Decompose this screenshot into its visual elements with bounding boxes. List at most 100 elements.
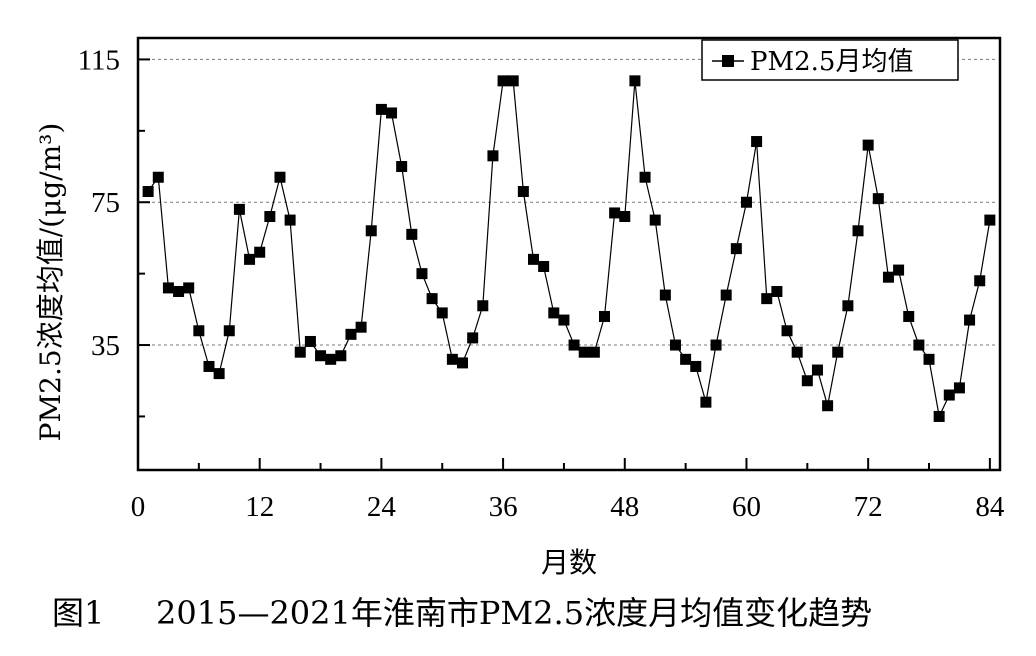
data-point-month-47 <box>609 207 621 219</box>
data-point-month-24 <box>375 103 387 115</box>
data-point-month-80 <box>943 389 955 401</box>
data-point-month-71 <box>852 225 864 237</box>
data-point-month-41 <box>548 307 560 319</box>
figure-number: 图1 <box>52 594 104 632</box>
data-point-month-14 <box>274 171 286 183</box>
data-point-month-27 <box>406 228 418 240</box>
y-tick-label-115: 115 <box>78 44 120 76</box>
y-tick-label-35: 35 <box>91 330 120 362</box>
series-line-pm25 <box>147 80 991 419</box>
legend: PM2.5月均值 <box>701 39 959 81</box>
y-axis-title: PM2.5浓度均值/(μg/m³) <box>34 123 67 442</box>
data-point-month-6 <box>193 325 205 337</box>
data-point-month-9 <box>223 325 235 337</box>
data-point-month-7 <box>203 360 215 372</box>
data-point-month-32 <box>457 357 469 369</box>
data-point-month-26 <box>396 161 408 173</box>
data-point-month-70 <box>842 300 854 312</box>
data-point-month-82 <box>964 314 976 326</box>
data-point-month-72 <box>862 139 874 151</box>
data-point-month-1 <box>142 186 154 198</box>
data-point-month-42 <box>558 314 570 326</box>
data-point-month-75 <box>893 264 905 276</box>
data-point-month-20 <box>335 350 347 362</box>
axis-ticks <box>137 58 991 470</box>
x-tick-label-72: 72 <box>854 491 883 523</box>
legend-box <box>701 39 959 81</box>
data-point-month-61 <box>751 136 763 148</box>
data-point-month-4 <box>173 285 185 297</box>
grid-lines <box>152 58 998 346</box>
data-point-month-62 <box>761 293 773 305</box>
data-point-month-55 <box>690 360 702 372</box>
data-point-month-63 <box>771 285 783 297</box>
data-point-month-59 <box>730 243 742 255</box>
data-point-month-35 <box>487 150 499 162</box>
data-point-month-25 <box>386 107 398 119</box>
data-point-month-57 <box>710 339 722 351</box>
x-tick-label-24: 24 <box>367 491 397 523</box>
data-point-month-51 <box>649 214 661 226</box>
x-tick-label-84: 84 <box>975 491 1005 523</box>
data-point-month-34 <box>477 300 489 312</box>
data-point-month-77 <box>913 339 925 351</box>
data-point-month-44 <box>578 346 590 358</box>
data-point-month-81 <box>953 382 965 394</box>
x-axis-title: 月数 <box>541 546 597 579</box>
data-point-month-12 <box>254 246 266 258</box>
data-point-month-23 <box>365 225 377 237</box>
data-point-month-38 <box>517 186 529 198</box>
legend-marker <box>722 55 734 67</box>
data-point-month-56 <box>700 396 712 408</box>
figure-caption: 2015—2021年淮南市PM2.5浓度月均值变化趋势 <box>156 594 872 632</box>
data-point-month-18 <box>315 350 327 362</box>
data-point-month-15 <box>284 214 296 226</box>
data-point-month-13 <box>264 211 276 223</box>
data-point-month-83 <box>974 275 986 287</box>
data-point-month-67 <box>811 364 823 376</box>
data-point-month-66 <box>801 375 813 387</box>
data-point-month-8 <box>213 368 225 380</box>
data-point-month-65 <box>791 346 803 358</box>
y-tick-label-75: 75 <box>91 187 120 219</box>
data-point-month-17 <box>304 335 316 347</box>
data-point-month-31 <box>446 353 458 365</box>
data-point-month-33 <box>467 332 479 344</box>
data-point-month-29 <box>426 293 438 305</box>
legend-label: PM2.5月均值 <box>750 47 913 77</box>
data-point-month-60 <box>740 196 752 208</box>
data-points <box>142 75 996 422</box>
x-tick-label-48: 48 <box>610 491 639 523</box>
tick-labels: 0 12 24 36 48 60 72 84 35 75 115 <box>78 44 1005 523</box>
data-point-month-37 <box>507 75 519 87</box>
x-tick-label-36: 36 <box>489 491 518 523</box>
data-point-month-22 <box>355 321 367 333</box>
data-point-month-84 <box>984 214 996 226</box>
data-point-month-10 <box>233 203 245 215</box>
data-point-month-48 <box>619 211 631 223</box>
data-point-month-11 <box>244 253 256 265</box>
x-tick-label-12: 12 <box>245 491 274 523</box>
data-point-month-46 <box>598 310 610 322</box>
plot-frame <box>136 36 1002 472</box>
data-point-month-64 <box>781 325 793 337</box>
x-tick-label-0: 0 <box>131 491 146 523</box>
data-point-month-76 <box>903 310 915 322</box>
data-point-month-16 <box>294 346 306 358</box>
data-point-month-2 <box>152 171 164 183</box>
data-point-month-36 <box>497 75 509 87</box>
data-point-month-43 <box>568 339 580 351</box>
data-point-month-40 <box>538 260 550 272</box>
data-point-month-3 <box>162 282 174 294</box>
data-point-month-68 <box>822 400 834 412</box>
x-tick-label-60: 60 <box>732 491 761 523</box>
data-point-month-45 <box>588 346 600 358</box>
data-point-month-21 <box>345 328 357 340</box>
data-point-month-39 <box>528 253 540 265</box>
data-point-month-78 <box>923 353 935 365</box>
data-point-month-74 <box>882 271 894 283</box>
data-point-month-73 <box>872 193 884 205</box>
data-point-month-69 <box>832 346 844 358</box>
data-point-month-52 <box>659 289 671 301</box>
